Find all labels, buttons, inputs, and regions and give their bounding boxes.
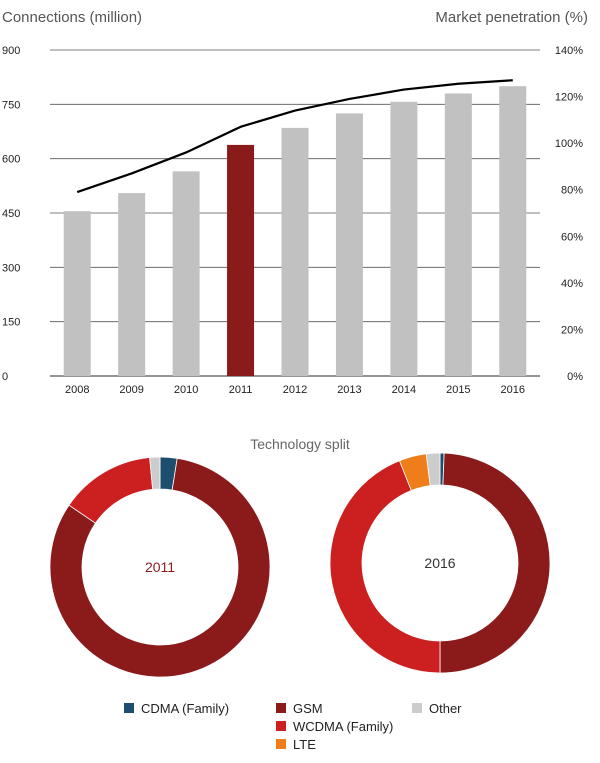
legend-swatch bbox=[276, 703, 286, 713]
y-tick-label: 150 bbox=[2, 317, 20, 329]
bar-2011 bbox=[227, 144, 255, 376]
x-tick-label: 2012 bbox=[283, 384, 307, 396]
slice-wcdma-family- bbox=[329, 460, 441, 674]
legend-label: CDMA (Family) bbox=[141, 701, 229, 716]
y-tick-label: 750 bbox=[2, 99, 20, 111]
legend-label: GSM bbox=[293, 701, 323, 716]
x-tick-label: 2015 bbox=[446, 384, 470, 396]
y2-tick-label: 60% bbox=[561, 231, 583, 243]
donut-2016: 2016 bbox=[329, 452, 551, 674]
bar-2016 bbox=[499, 86, 527, 376]
donut-center-label: 2016 bbox=[424, 555, 455, 571]
y-tick-label: 900 bbox=[2, 45, 20, 57]
legend-swatch bbox=[124, 703, 134, 713]
right-axis-title: Market penetration (%) bbox=[435, 9, 588, 26]
x-tick-label: 2008 bbox=[65, 384, 89, 396]
x-tick-label: 2011 bbox=[229, 384, 253, 396]
bar-2014 bbox=[390, 101, 418, 376]
legend-item: LTE bbox=[276, 737, 316, 752]
bar-2012 bbox=[281, 127, 309, 376]
pie-section-title: Technology split bbox=[250, 436, 350, 452]
donut-2011: 2011 bbox=[49, 456, 271, 678]
left-axis-title: Connections (million) bbox=[2, 9, 142, 26]
slice-other bbox=[149, 456, 161, 490]
x-tick-label: 2010 bbox=[174, 384, 198, 396]
slice-wcdma-family- bbox=[68, 457, 154, 524]
legend-label: Other bbox=[429, 701, 462, 716]
legend-item: WCDMA (Family) bbox=[276, 719, 393, 734]
bar-2013 bbox=[335, 113, 363, 376]
x-tick-label: 2014 bbox=[392, 384, 416, 396]
penetration-line-group bbox=[76, 79, 513, 194]
legend-item: CDMA (Family) bbox=[124, 701, 229, 716]
bar-2009 bbox=[118, 193, 146, 376]
legend-item: Other bbox=[412, 701, 462, 716]
y2-tick-label: 20% bbox=[561, 324, 583, 336]
legend-item: GSM bbox=[276, 701, 323, 716]
y2-tick-label: 100% bbox=[555, 138, 583, 150]
bar-2015 bbox=[444, 93, 472, 376]
y2-tick-label: 140% bbox=[555, 45, 583, 57]
donut-center-label: 2011 bbox=[145, 559, 175, 575]
y2-tick-label: 80% bbox=[561, 185, 583, 197]
penetration-line bbox=[76, 79, 513, 194]
legend-swatch bbox=[276, 739, 286, 749]
x-tick-label: 2013 bbox=[337, 384, 361, 396]
y-tick-label: 0 bbox=[2, 371, 8, 383]
slice-gsm bbox=[439, 452, 551, 674]
legend-swatch bbox=[412, 703, 422, 713]
y-tick-label: 300 bbox=[2, 262, 20, 274]
legend-swatch bbox=[276, 721, 286, 731]
y2-tick-label: 120% bbox=[555, 92, 583, 104]
x-tick-label: 2016 bbox=[501, 384, 525, 396]
legend-label: WCDMA (Family) bbox=[293, 719, 393, 734]
slice-gsm bbox=[49, 457, 271, 678]
bars bbox=[63, 86, 527, 376]
y-tick-label: 600 bbox=[2, 154, 20, 166]
legend-label: LTE bbox=[293, 737, 316, 752]
donuts: 2011 2016 bbox=[49, 452, 551, 678]
legend: CDMA (Family) GSM Other WCDMA (Family) LTE bbox=[124, 701, 462, 752]
y2-tick-label: 40% bbox=[561, 278, 583, 290]
x-tick-label: 2009 bbox=[119, 384, 143, 396]
y2-tick-label: 0% bbox=[567, 371, 583, 383]
bar-2010 bbox=[172, 171, 200, 376]
y-tick-label: 450 bbox=[2, 208, 20, 220]
slice-other bbox=[425, 452, 441, 487]
axes: Connections (million) Market penetration… bbox=[2, 9, 588, 396]
bar-2008 bbox=[63, 211, 91, 376]
